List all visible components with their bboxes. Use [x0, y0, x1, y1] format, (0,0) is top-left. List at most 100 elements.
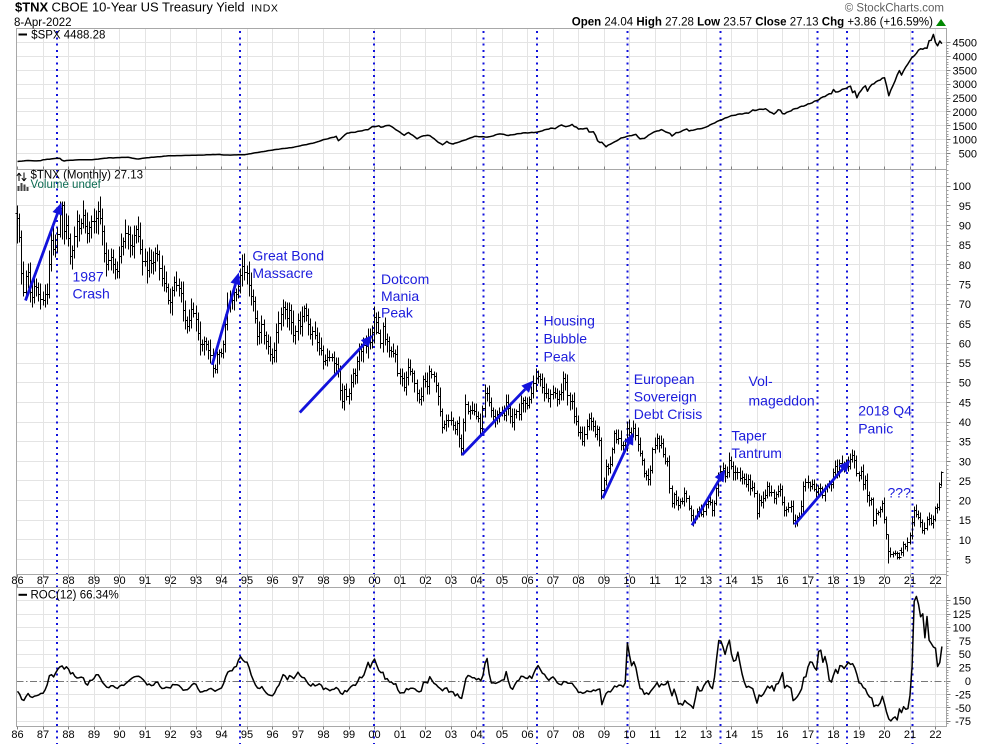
svg-text:06: 06 [521, 575, 533, 587]
svg-text:mageddon: mageddon [749, 393, 815, 409]
svg-text:12: 12 [674, 729, 686, 741]
svg-text:98: 98 [317, 575, 329, 587]
svg-text:Bubble: Bubble [544, 331, 588, 347]
svg-text:95: 95 [241, 729, 253, 741]
svg-text:CBOE 10-Year US Treasury Yield: CBOE 10-Year US Treasury Yield [52, 0, 245, 14]
svg-text:97: 97 [292, 575, 304, 587]
svg-text:125: 125 [953, 609, 971, 621]
svg-text:00: 00 [368, 575, 380, 587]
svg-text:88: 88 [62, 729, 74, 741]
svg-text:3000: 3000 [953, 79, 977, 91]
svg-text:Vol-: Vol- [749, 373, 773, 389]
svg-text:Housing: Housing [544, 313, 595, 329]
svg-text:03: 03 [445, 575, 457, 587]
svg-text:08: 08 [572, 729, 584, 741]
svg-text:09: 09 [598, 729, 610, 741]
svg-text:30: 30 [959, 456, 971, 468]
svg-text:89: 89 [88, 575, 100, 587]
svg-text:12: 12 [674, 575, 686, 587]
svg-text:90: 90 [959, 221, 971, 233]
svg-text:75: 75 [959, 280, 971, 292]
svg-text:10: 10 [623, 575, 635, 587]
svg-text:04: 04 [470, 729, 482, 741]
svg-text:91: 91 [139, 729, 151, 741]
svg-text:10: 10 [959, 535, 971, 547]
svg-text:4500: 4500 [953, 38, 977, 50]
svg-text:Open 24.04 High 27.28 Low 23.5: Open 24.04 High 27.28 Low 23.57 Close 27… [572, 16, 933, 28]
svg-text:European: European [634, 371, 695, 387]
svg-text:Crash: Crash [73, 286, 110, 302]
svg-text:150: 150 [953, 596, 971, 608]
svg-text:2000: 2000 [953, 107, 977, 119]
svg-text:18: 18 [827, 575, 839, 587]
svg-text:07: 07 [547, 729, 559, 741]
svg-text:2018 Q4: 2018 Q4 [858, 403, 912, 419]
svg-text:92: 92 [164, 575, 176, 587]
svg-text:45: 45 [959, 397, 971, 409]
svg-text:INDX: INDX [251, 2, 279, 14]
svg-text:90: 90 [113, 729, 125, 741]
svg-text:Peak: Peak [381, 305, 414, 321]
svg-text:35: 35 [959, 437, 971, 449]
svg-text:$TNX: $TNX [15, 0, 49, 14]
svg-text:18: 18 [827, 729, 839, 741]
svg-text:60: 60 [959, 338, 971, 350]
svg-text:87: 87 [37, 575, 49, 587]
svg-text:15: 15 [959, 515, 971, 527]
svg-text:$SPX 4488.28: $SPX 4488.28 [31, 29, 105, 41]
svg-text:15: 15 [751, 575, 763, 587]
svg-text:01: 01 [394, 575, 406, 587]
svg-text:Volume undef: Volume undef [31, 179, 102, 191]
svg-text:93: 93 [190, 729, 202, 741]
svg-text:04: 04 [470, 575, 482, 587]
svg-text:95: 95 [241, 575, 253, 587]
svg-text:Dotcom: Dotcom [381, 271, 429, 287]
svg-text:16: 16 [776, 729, 788, 741]
svg-text:20: 20 [878, 575, 890, 587]
svg-text:25: 25 [959, 476, 971, 488]
svg-text:14: 14 [725, 575, 737, 587]
svg-text:96: 96 [266, 575, 278, 587]
svg-text:21: 21 [904, 729, 916, 741]
svg-text:-50: -50 [955, 703, 971, 715]
svg-text:40: 40 [959, 417, 971, 429]
svg-text:89: 89 [88, 729, 100, 741]
svg-text:65: 65 [959, 319, 971, 331]
svg-text:© StockCharts.com: © StockCharts.com [845, 3, 944, 15]
svg-text:06: 06 [521, 729, 533, 741]
svg-text:70: 70 [959, 299, 971, 311]
svg-text:19: 19 [853, 575, 865, 587]
svg-text:Taper: Taper [731, 428, 766, 444]
svg-text:93: 93 [190, 575, 202, 587]
svg-text:100: 100 [953, 181, 971, 193]
svg-text:20: 20 [878, 729, 890, 741]
svg-text:87: 87 [37, 729, 49, 741]
svg-text:17: 17 [802, 729, 814, 741]
svg-text:94: 94 [215, 575, 227, 587]
svg-text:02: 02 [419, 575, 431, 587]
svg-text:Massacre: Massacre [252, 265, 313, 281]
svg-text:1000: 1000 [953, 135, 977, 147]
svg-text:Tantrum: Tantrum [731, 445, 782, 461]
svg-text:75: 75 [959, 636, 971, 648]
svg-text:-25: -25 [955, 689, 971, 701]
svg-text:$TNX (Monthly) 27.13: $TNX (Monthly) 27.13 [31, 169, 144, 181]
svg-text:86: 86 [11, 575, 23, 587]
svg-text:1500: 1500 [953, 121, 977, 133]
svg-text:10: 10 [623, 729, 635, 741]
svg-text:07: 07 [547, 575, 559, 587]
svg-text:2500: 2500 [953, 93, 977, 105]
svg-text:5: 5 [965, 555, 971, 567]
svg-text:16: 16 [776, 575, 788, 587]
svg-text:-75: -75 [955, 716, 971, 728]
svg-text:85: 85 [959, 240, 971, 252]
svg-text:22: 22 [929, 729, 941, 741]
svg-text:50: 50 [959, 649, 971, 661]
svg-text:02: 02 [419, 729, 431, 741]
svg-text:Debt Crisis: Debt Crisis [634, 406, 702, 422]
svg-text:55: 55 [959, 358, 971, 370]
svg-text:86: 86 [11, 729, 23, 741]
svg-text:99: 99 [343, 575, 355, 587]
svg-text:91: 91 [139, 575, 151, 587]
svg-text:98: 98 [317, 729, 329, 741]
